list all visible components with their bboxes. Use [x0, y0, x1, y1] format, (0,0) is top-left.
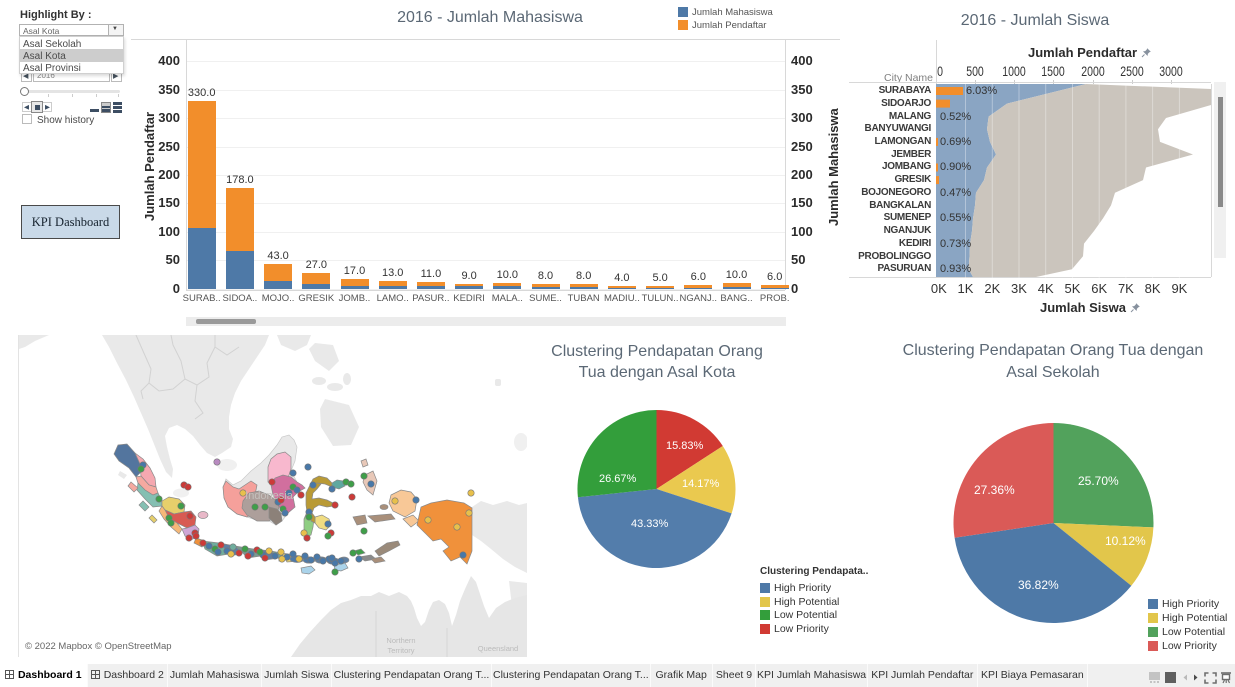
- svg-text:Queensland: Queensland: [478, 644, 518, 653]
- svg-text:Indonesia: Indonesia: [245, 490, 294, 502]
- svg-text:Northern: Northern: [386, 636, 415, 645]
- svg-text:Territory: Territory: [387, 646, 414, 655]
- svg-text:© 2022 Mapbox © OpenStreetMap: © 2022 Mapbox © OpenStreetMap: [25, 641, 172, 652]
